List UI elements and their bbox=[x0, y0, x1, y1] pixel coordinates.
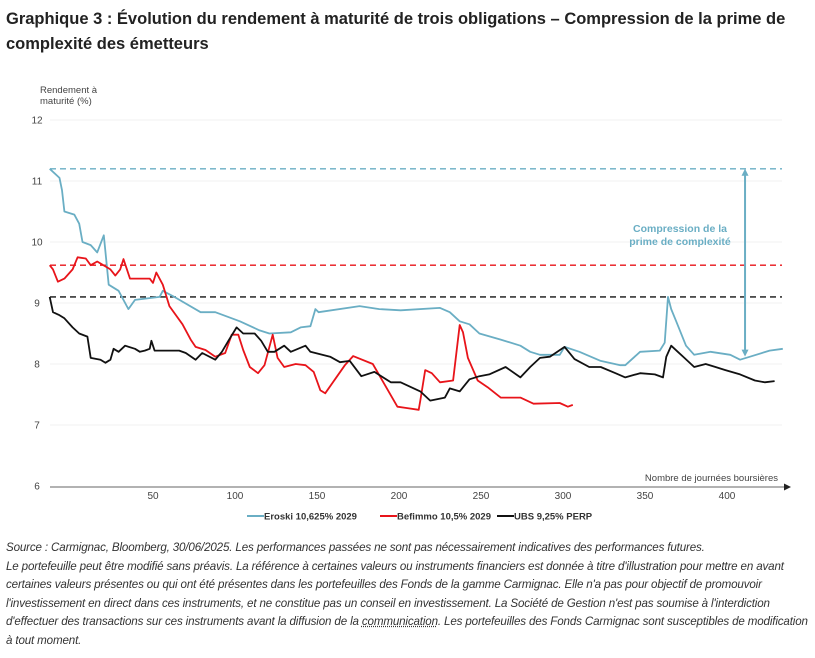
legend-label-2: UBS 9,25% PERP bbox=[514, 512, 593, 523]
x-tick-label: 300 bbox=[555, 491, 572, 502]
footer-notes: Source : Carmignac, Bloomberg, 30/06/202… bbox=[6, 539, 814, 651]
y-tick-label: 8 bbox=[34, 360, 40, 371]
y-tick-label: 12 bbox=[31, 116, 43, 127]
series-line-2 bbox=[48, 296, 775, 402]
disclaimer-text: Le portefeuille peut être modifié sans p… bbox=[6, 559, 784, 629]
x-tick-label: 150 bbox=[309, 491, 326, 502]
chart-title: Graphique 3 : Évolution du rendement à m… bbox=[6, 10, 786, 53]
legend-label-0: Eroski 10,625% 2029 bbox=[264, 512, 357, 523]
x-tick-label: 400 bbox=[719, 491, 736, 502]
x-tick-label: 350 bbox=[637, 491, 654, 502]
annotation-text-line2: prime de complexité bbox=[629, 236, 731, 248]
y-axis-label-line2: maturité (%) bbox=[40, 96, 92, 107]
series-line-0 bbox=[49, 168, 783, 367]
y-tick-label: 11 bbox=[32, 177, 43, 188]
y-tick-label: 9 bbox=[34, 299, 40, 310]
x-axis-arrow-icon bbox=[784, 483, 791, 491]
arrow-up-icon bbox=[741, 168, 749, 176]
y-axis-label-line1: Rendement à bbox=[40, 85, 98, 96]
arrow-down-icon bbox=[741, 349, 749, 357]
annotation-text-line1: Compression de la bbox=[633, 223, 727, 235]
x-tick-label: 100 bbox=[227, 491, 244, 502]
x-tick-label: 200 bbox=[391, 491, 408, 502]
axes: Rendement à maturité (%) Nombre de journ… bbox=[31, 85, 791, 502]
gridlines bbox=[50, 119, 782, 426]
y-tick-label: 6 bbox=[34, 482, 40, 493]
annotation: Compression de la prime de complexité bbox=[629, 168, 749, 357]
line-chart: Rendement à maturité (%) Nombre de journ… bbox=[31, 85, 791, 523]
series-line-1 bbox=[48, 256, 574, 411]
y-tick-label: 10 bbox=[31, 238, 43, 249]
disclaimer-text-end: . Les portefeuilles des Fonds Carmignac … bbox=[6, 615, 808, 647]
legend: Eroski 10,625% 2029 Befimmo 10,5% 2029 UBS… bbox=[247, 512, 593, 523]
series-lines bbox=[48, 168, 783, 411]
y-tick-label: 7 bbox=[34, 421, 40, 432]
communication-link[interactable]: communication bbox=[361, 615, 438, 629]
x-tick-label: 50 bbox=[147, 491, 159, 502]
reference-lines bbox=[50, 168, 782, 298]
x-tick-label: 250 bbox=[473, 491, 490, 502]
disclaimer: Le portefeuille peut être modifié sans p… bbox=[6, 558, 814, 651]
source-note: Source : Carmignac, Bloomberg, 30/06/202… bbox=[6, 541, 705, 554]
x-axis-label: Nombre de journées boursières bbox=[645, 473, 778, 484]
legend-label-1: Befimmo 10,5% 2029 bbox=[397, 512, 491, 523]
